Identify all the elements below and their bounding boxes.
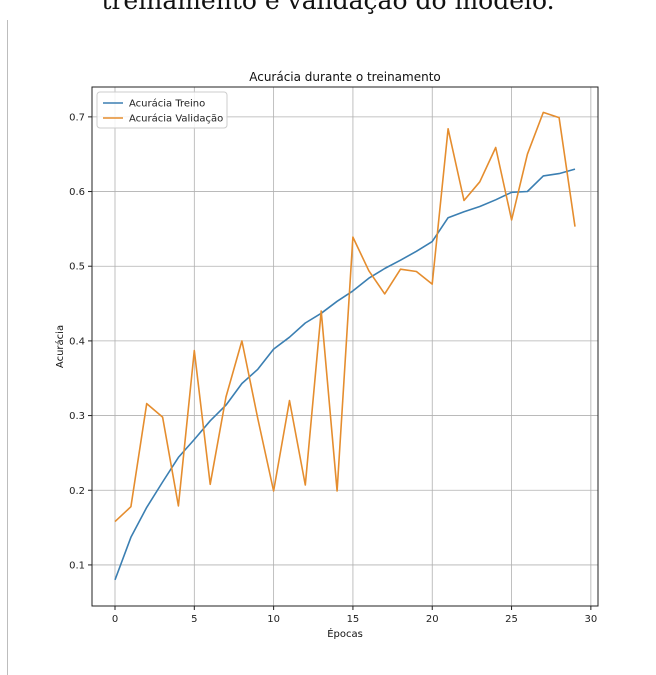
series-line-validation-accuracy [114, 111, 576, 523]
y-axis-label: Acurácia [54, 325, 66, 368]
plot-frame [91, 86, 599, 607]
y-tick-label: 0.7 [69, 112, 85, 123]
x-tick-label: 15 [347, 614, 360, 625]
grid [92, 87, 598, 606]
legend-entry: Acurácia Treino [129, 98, 205, 110]
y-tick-label: 0.6 [69, 187, 85, 198]
legend: Acurácia Treino Acurácia Validação [96, 91, 228, 129]
x-tick-label: 10 [267, 614, 280, 625]
y-tick-label: 0.3 [69, 411, 85, 422]
y-tick-label: 0.5 [69, 262, 85, 273]
page-left-rule [7, 20, 8, 675]
x-tick-label: 30 [584, 614, 597, 625]
chart-title: Acurácia durante o treinamento [249, 70, 441, 84]
x-tick-label: 25 [505, 614, 518, 625]
caption-fragment: treinamento e validação do modelo. [101, 0, 555, 15]
y-tick-label: 0.4 [69, 336, 85, 347]
legend-box [96, 91, 228, 129]
x-axis-label: Épocas [327, 627, 363, 640]
y-tick-label: 0.1 [69, 560, 85, 571]
series-line-train-accuracy [114, 168, 576, 581]
x-tick-label: 0 [112, 614, 118, 625]
legend-entry: Acurácia Validação [129, 113, 223, 125]
series-lines [114, 111, 576, 581]
x-tick-label: 20 [426, 614, 439, 625]
y-tick-label: 0.2 [69, 486, 85, 497]
x-tick-label: 5 [191, 614, 197, 625]
ticks: 0 5 10 15 20 25 30 0.1 0.2 0.3 0.4 0.5 0.6 0.7 [69, 112, 597, 625]
